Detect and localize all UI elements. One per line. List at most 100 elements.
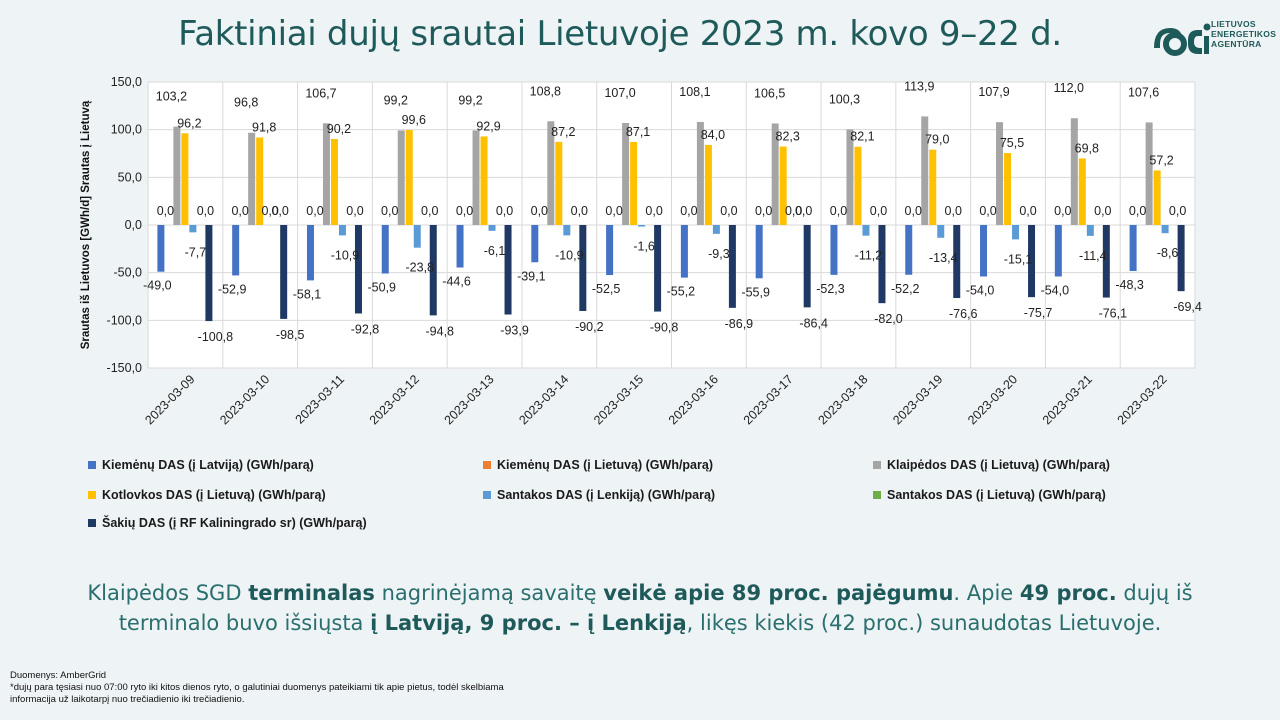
legend-swatch <box>88 491 96 499</box>
legend-label: Kiemėnų DAS (į Latviją) (GWh/parą) <box>102 458 314 472</box>
data-label: -82,0 <box>874 312 903 326</box>
data-label: -94,8 <box>426 324 455 338</box>
page-title: Faktiniai dujų srautai Lietuvoje 2023 m.… <box>178 14 1062 54</box>
data-label: 99,6 <box>402 113 426 127</box>
bar <box>232 225 240 276</box>
bar <box>878 225 886 304</box>
legend-label: Klaipėdos DAS (į Lietuvą) (GWh/parą) <box>887 458 1110 472</box>
data-label: 82,3 <box>776 130 800 144</box>
data-label: 0,0 <box>1129 204 1146 218</box>
bar <box>905 225 913 275</box>
bar <box>704 144 712 225</box>
summary-emphasis: veikė apie 89 proc. pajėgumu <box>603 581 954 605</box>
legend-swatch <box>873 461 881 469</box>
data-label: 0,0 <box>1094 204 1111 218</box>
bar <box>531 225 539 263</box>
data-label: 79,0 <box>925 133 949 147</box>
x-tick-label: 2023-03-15 <box>591 372 646 427</box>
bar <box>854 146 862 225</box>
data-label: 0,0 <box>306 204 323 218</box>
data-label: 0,0 <box>197 204 214 218</box>
data-label: 103,2 <box>156 90 187 104</box>
x-tick-label: 2023-03-11 <box>293 372 347 426</box>
data-label: 0,0 <box>905 204 922 218</box>
data-label: 0,0 <box>785 204 802 218</box>
data-label: -76,1 <box>1099 307 1128 321</box>
data-label: -75,7 <box>1024 306 1053 320</box>
data-label: -90,2 <box>575 320 604 334</box>
data-label: -1,6 <box>633 240 655 254</box>
data-label: -44,6 <box>442 275 471 289</box>
bar <box>563 225 571 236</box>
bar <box>1129 225 1137 272</box>
data-label: 96,8 <box>234 96 258 110</box>
data-label: -13,4 <box>929 251 958 265</box>
bar <box>1028 225 1036 298</box>
legend-swatch <box>88 519 96 527</box>
data-label: 107,6 <box>1128 85 1159 99</box>
data-label: 90,2 <box>327 122 351 136</box>
data-label: -54,0 <box>1041 283 1070 297</box>
bar <box>779 146 787 225</box>
bar <box>654 225 662 312</box>
data-label: -100,8 <box>198 330 233 344</box>
summary-part: , likęs kiekis (42 proc.) sunaudotas Lie… <box>686 611 1162 635</box>
data-label: 0,0 <box>645 204 662 218</box>
bar <box>1102 225 1110 298</box>
bar <box>381 225 389 274</box>
bar <box>696 121 704 225</box>
x-tick-label: 2023-03-14 <box>516 372 571 427</box>
data-label: 0,0 <box>755 204 772 218</box>
data-label: 0,0 <box>496 204 513 218</box>
bar <box>248 132 256 225</box>
bar <box>1161 225 1169 234</box>
data-label: -6,1 <box>484 244 506 258</box>
x-tick-label: 2023-03-17 <box>741 372 796 427</box>
data-label: 0,0 <box>261 204 278 218</box>
bar <box>354 225 362 314</box>
data-label: 69,8 <box>1075 141 1099 155</box>
data-label: -58,1 <box>293 287 322 301</box>
data-label: 107,9 <box>978 85 1009 99</box>
data-label: 0,0 <box>870 204 887 218</box>
data-label: -10,9 <box>331 248 360 262</box>
data-label: -90,8 <box>650 321 679 335</box>
data-label: 106,7 <box>305 86 336 100</box>
data-label: 99,2 <box>458 93 482 107</box>
bar <box>579 225 587 311</box>
data-label: 0,0 <box>346 204 363 218</box>
bar <box>606 225 614 276</box>
data-label: -52,5 <box>592 282 621 296</box>
data-label: -98,5 <box>276 328 305 342</box>
legend-label: Kotlovkos DAS (į Lietuvą) (GWh/parą) <box>102 488 326 502</box>
data-label: 87,2 <box>551 125 575 139</box>
summary-emphasis: terminalas <box>248 581 375 605</box>
data-label: -10,9 <box>555 248 584 262</box>
legend-item: Kiemėnų DAS (į Lietuvą) (GWh/parą) <box>483 458 713 472</box>
data-label: 107,0 <box>604 86 635 100</box>
bar <box>712 225 720 234</box>
data-label: -92,8 <box>351 322 380 336</box>
data-label: 96,2 <box>177 116 201 130</box>
data-label: -55,2 <box>667 285 696 299</box>
x-tick-label: 2023-03-19 <box>890 372 945 427</box>
data-label: -52,2 <box>891 282 920 296</box>
legend-label: Kiemėnų DAS (į Lietuvą) (GWh/parą) <box>497 458 713 472</box>
bar <box>472 130 480 225</box>
data-label: 0,0 <box>720 204 737 218</box>
legend-label: Santakos DAS (į Lenkiją) (GWh/parą) <box>497 488 716 502</box>
summary-text: Klaipėdos SGD terminalas nagrinėjamą sav… <box>60 578 1220 638</box>
bar <box>638 225 646 227</box>
data-label: 112,0 <box>1054 81 1084 95</box>
bar <box>622 122 630 225</box>
data-label: 92,9 <box>476 119 500 133</box>
y-tick-label: 150,0 <box>111 75 142 89</box>
footnote-line-2: informacija už laikotarpį nuo trečiadien… <box>10 694 245 705</box>
bar <box>429 225 437 316</box>
data-label: 82,1 <box>850 130 874 144</box>
data-label: 108,8 <box>530 84 561 98</box>
legend-item: Kotlovkos DAS (į Lietuvą) (GWh/parą) <box>88 488 326 502</box>
data-label: 0,0 <box>571 204 588 218</box>
legend-item: Šakių DAS (į RF Kaliningrado sr) (GWh/pa… <box>88 516 367 530</box>
x-tick-label: 2023-03-12 <box>367 372 422 427</box>
